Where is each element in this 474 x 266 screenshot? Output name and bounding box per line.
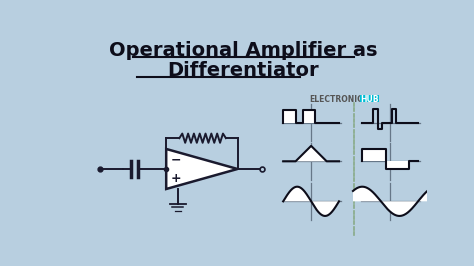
- Polygon shape: [166, 149, 237, 189]
- Text: −: −: [170, 153, 181, 166]
- Text: Operational Amplifier as: Operational Amplifier as: [109, 41, 377, 60]
- FancyBboxPatch shape: [360, 95, 379, 102]
- Polygon shape: [283, 146, 339, 161]
- Text: HUB: HUB: [360, 95, 379, 104]
- Polygon shape: [362, 149, 418, 169]
- Text: Differentiator: Differentiator: [167, 61, 319, 80]
- Text: +: +: [170, 172, 181, 185]
- Text: ELECTRONICS: ELECTRONICS: [309, 95, 368, 104]
